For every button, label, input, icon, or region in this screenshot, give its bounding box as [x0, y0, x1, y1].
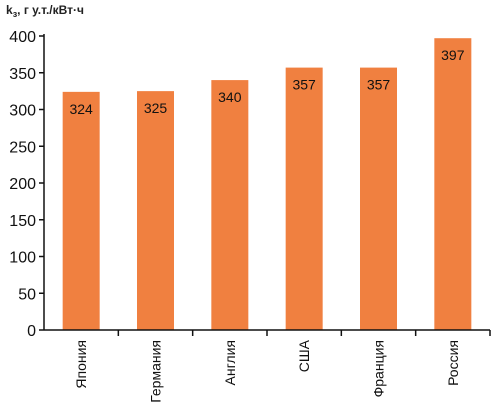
y-tick-label: 50 [18, 286, 36, 303]
y-axis-title: kз, г у.т./кВт·ч [6, 3, 84, 19]
y-ticks-group: 0 50 100 150 200 250 300 350 400 [9, 29, 44, 340]
bar [285, 67, 323, 330]
data-label: 357 [367, 77, 391, 93]
y-tick-label: 100 [9, 250, 36, 267]
x-tick-label: Россия [445, 340, 461, 386]
y-tick-label: 200 [9, 176, 36, 193]
data-label: 357 [292, 77, 316, 93]
y-axis-title-unit: , г у.т./кВт·ч [17, 3, 84, 17]
data-label: 340 [218, 89, 242, 105]
x-tick-label: Англия [222, 340, 238, 385]
y-axis-title-subscript: з [13, 9, 18, 19]
y-tick-label: 150 [9, 213, 36, 230]
bar [434, 38, 472, 331]
bar [137, 91, 174, 330]
data-label: 325 [144, 100, 168, 116]
data-label: 397 [441, 47, 465, 63]
bars-group: 324 325 340 357 357 397 [62, 38, 472, 331]
x-tick-label: Германия [148, 340, 164, 403]
y-axis-title-main: k [6, 3, 13, 17]
x-tick-label: США [296, 339, 312, 372]
bar [360, 67, 397, 330]
x-ticks-group: Япония Германия Англия США Франция Россия [73, 330, 491, 403]
y-tick-label: 0 [27, 323, 36, 340]
x-tick-label: Франция [371, 340, 387, 397]
y-tick-label: 400 [9, 29, 36, 46]
bar [211, 80, 249, 330]
data-label: 324 [69, 101, 93, 117]
y-tick-label: 300 [9, 103, 36, 120]
y-tick-label: 350 [9, 66, 36, 83]
axes-group [43, 34, 490, 331]
bar [62, 91, 100, 330]
x-tick-label: Япония [73, 340, 89, 389]
y-tick-label: 250 [9, 139, 36, 156]
